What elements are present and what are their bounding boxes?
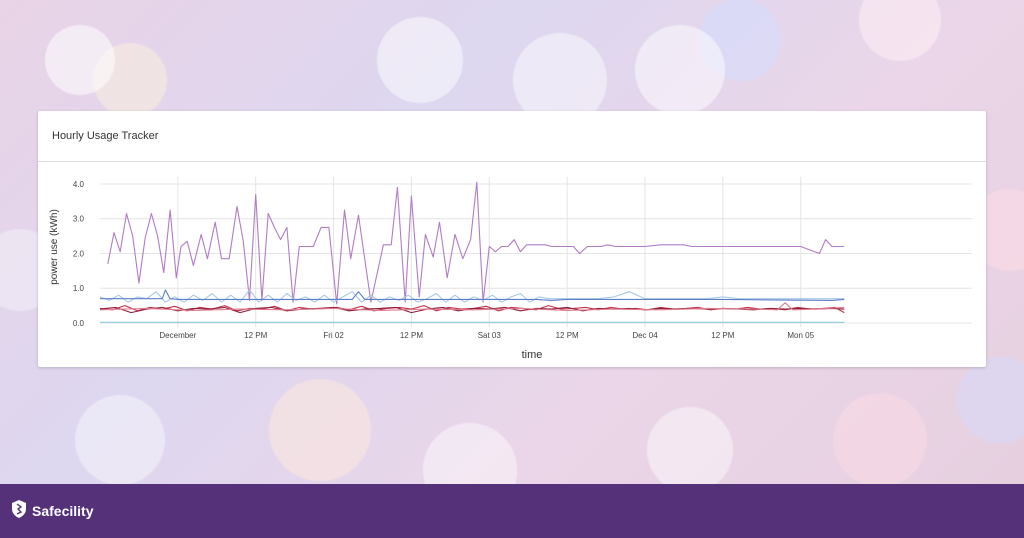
brand-name: Safecility — [32, 503, 94, 519]
x-tick-label: 12 PM — [711, 331, 734, 340]
series-line-3 — [100, 289, 845, 301]
series-line-7 — [99, 302, 845, 312]
x-axis-ticks: December 12 PM Fri 02 12 PM Sat 03 12 PM Dec 0… — [159, 331, 814, 340]
y-tick-label: 4.0 — [73, 180, 85, 189]
y-tick-label: 1.0 — [73, 284, 85, 293]
x-tick-label: 12 PM — [556, 331, 579, 340]
brand: Safecility — [12, 499, 94, 523]
x-tick-label: Fri 02 — [323, 331, 344, 340]
x-tick-label: Dec 04 — [632, 331, 658, 340]
y-axis-ticks: 0.0 1.0 2.0 3.0 4.0 — [73, 180, 85, 328]
card-header: Hourly Usage Tracker — [38, 111, 986, 162]
y-tick-label: 3.0 — [73, 215, 85, 224]
y-tick-label: 0.0 — [73, 319, 85, 328]
x-axis-label: time — [522, 349, 543, 361]
x-tick-label: Mon 05 — [787, 331, 814, 340]
y-tick-label: 2.0 — [73, 249, 85, 258]
x-tick-label: Sat 03 — [478, 331, 502, 340]
x-tick-label: 12 PM — [400, 331, 423, 340]
series-line-2 — [99, 289, 845, 303]
chart-area: 0.0 1.0 2.0 3.0 4.0 December 12 PM Fri 02 12 PM… — [38, 162, 986, 367]
brand-footer: Safecility — [0, 484, 1024, 538]
x-tick-label: 12 PM — [244, 331, 267, 340]
usage-chart-card: Hourly Usage Tracker 0.0 1.0 2.0 3.0 4.0 Dec… — [38, 111, 986, 367]
line-chart: 0.0 1.0 2.0 3.0 4.0 December 12 PM Fri 02 12 PM… — [49, 177, 972, 361]
card-title: Hourly Usage Tracker — [52, 130, 159, 142]
chart-grid — [100, 177, 972, 327]
chart-series — [99, 181, 845, 323]
x-tick-label: December — [159, 331, 196, 340]
shield-logo-icon — [12, 499, 26, 523]
y-axis-label: power use (kWh) — [49, 209, 60, 285]
series-line-1 — [107, 181, 845, 305]
